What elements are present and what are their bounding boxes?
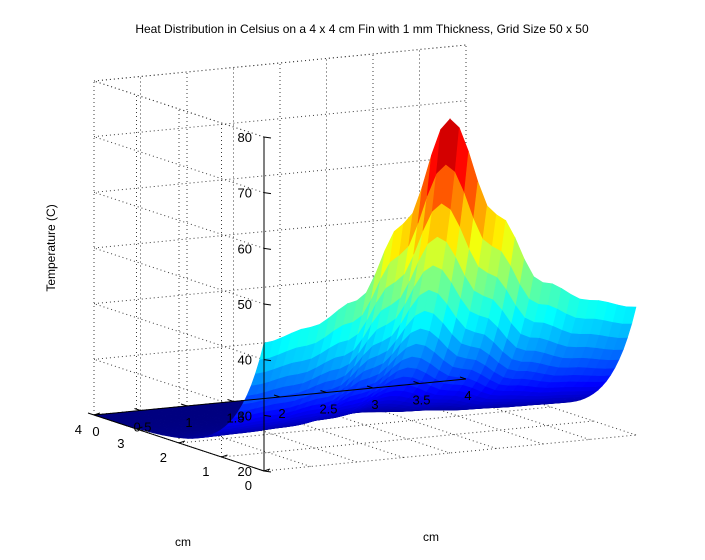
x-tick-label: 0	[92, 424, 99, 439]
x-tick-mark	[180, 403, 188, 407]
y-tick-label: 4	[75, 422, 82, 437]
y-tick-mark	[221, 454, 228, 458]
z-gridline-right-wall	[93, 100, 467, 138]
surface	[93, 118, 637, 439]
y-tick-label: 1	[202, 464, 209, 479]
x-tick-label: 1.5	[226, 411, 244, 426]
x-tick-mark	[366, 385, 374, 389]
x-tick-label: 2	[278, 406, 285, 421]
y-tick-label: 0	[245, 478, 252, 493]
y-tick-mark	[136, 426, 143, 430]
z-tick-mark	[263, 359, 272, 362]
x-tick-mark	[320, 390, 327, 393]
z-tick-label: 50	[238, 297, 252, 312]
z-gridline-right-wall	[93, 155, 467, 193]
x-tick-mark	[273, 394, 281, 398]
x-tick-label: 2.5	[319, 402, 337, 417]
z-tick-mark	[263, 192, 272, 195]
x-axis-label: cm	[423, 530, 439, 544]
z-tick-label: 30	[238, 408, 252, 423]
chart-title: Heat Distribution in Celsius on a 4 x 4 …	[135, 22, 589, 36]
z-tick-label: 20	[238, 464, 252, 479]
surface-patch	[622, 306, 637, 324]
x-tick-label: 1	[185, 415, 192, 430]
z-tick-label: 40	[238, 353, 252, 368]
y-tick-label: 2	[160, 450, 167, 465]
z-tick-mark	[263, 247, 272, 250]
y-axis-label: cm	[175, 535, 191, 549]
tick-marks	[87, 136, 467, 473]
z-tick-label: 80	[238, 130, 252, 145]
x-tick-mark	[87, 412, 95, 416]
x-tick-mark	[227, 399, 234, 402]
y-tick-mark	[263, 468, 271, 472]
z-gridline-left-wall	[93, 136, 265, 194]
z-tick-mark	[263, 414, 272, 417]
z-tick-label: 70	[238, 186, 252, 201]
z-gridline-left-wall	[93, 191, 265, 249]
z-gridline-left-wall	[93, 303, 265, 361]
x-tick-mark	[134, 408, 141, 411]
z-tick-label: 60	[238, 241, 252, 256]
x-tick-mark	[459, 376, 467, 380]
y-tick-label: 3	[117, 436, 124, 451]
z-axis-label: Temperature (C)	[44, 204, 58, 291]
x-tick-mark	[413, 381, 420, 384]
x-tick-label: 0.5	[133, 420, 151, 435]
x-tick-label: 3	[371, 397, 378, 412]
x-tick-label: 4	[464, 388, 471, 403]
y-tick-mark	[178, 440, 186, 444]
z-gridline-left-wall	[93, 247, 265, 305]
z-tick-mark	[263, 303, 272, 306]
x-tick-label: 3.5	[412, 393, 430, 408]
z-tick-mark	[263, 470, 272, 473]
z-tick-mark	[263, 136, 272, 139]
y-tick-mark	[93, 412, 101, 416]
